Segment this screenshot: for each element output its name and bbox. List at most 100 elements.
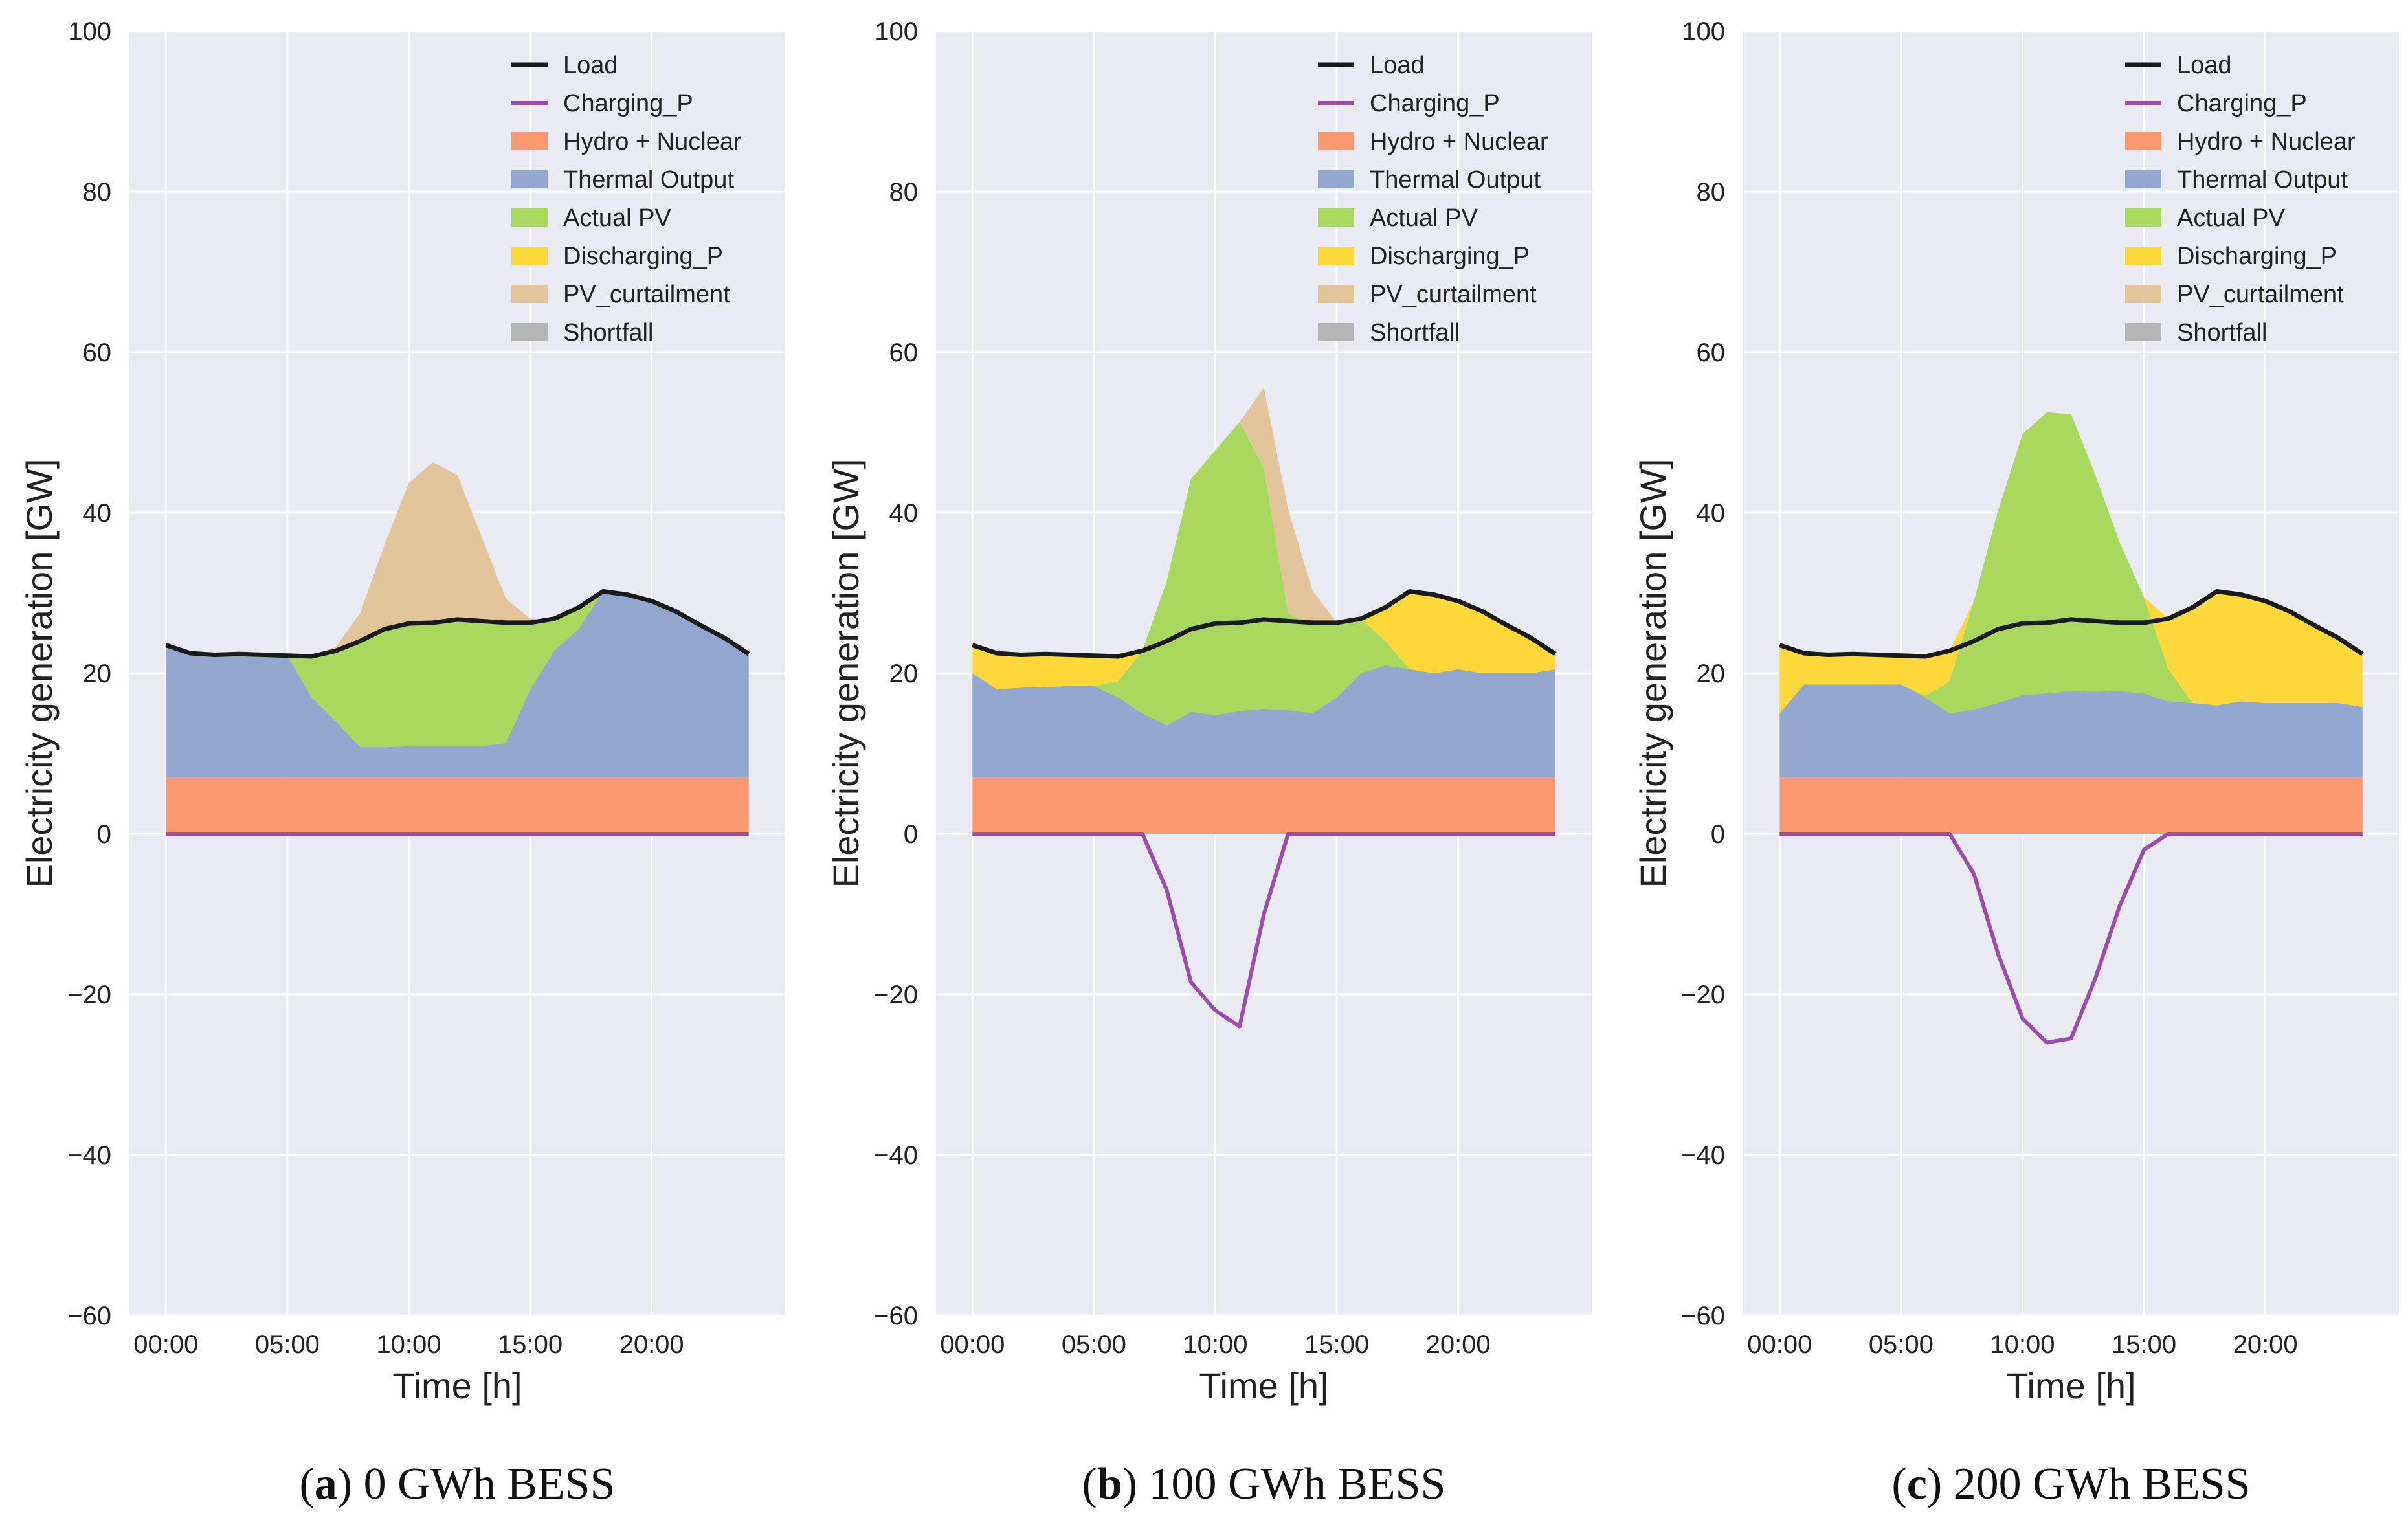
area-hydro-nuclear — [972, 777, 1555, 834]
legend-swatch — [2125, 208, 2161, 227]
legend-item-charging-p: Charging_P — [1318, 90, 1500, 117]
line-load — [972, 589, 1557, 659]
y-tick-label: −40 — [1681, 1141, 1725, 1170]
panel-caption: (b) 100 GWh BESS — [1082, 1459, 1446, 1509]
x-tick-label: 15:00 — [1304, 1330, 1369, 1359]
legend: Load Charging_P Hydro + Nuclear Thermal Out… — [2125, 52, 2356, 346]
x-axis-label: Time [h] — [392, 1365, 522, 1406]
y-tick-label: 60 — [83, 339, 112, 367]
legend-swatch — [511, 170, 548, 188]
legend-swatch — [1318, 208, 1354, 227]
legend-item-thermal-output: Thermal Output — [511, 166, 734, 194]
legend-item-hydro-nuclear: Hydro + Nuclear — [2125, 128, 2356, 155]
x-tick-label: 05:00 — [1869, 1330, 1934, 1359]
legend-swatch — [1318, 170, 1354, 188]
x-tick-label: 10:00 — [1183, 1330, 1247, 1359]
panel-a: −60 −40 −20 0 20 40 60 80 100 00:00 05:00 10:00 15:0… — [19, 17, 785, 1509]
legend-item-hydro-nuclear: Hydro + Nuclear — [1318, 128, 1548, 155]
legend-label: Actual PV — [1370, 205, 1478, 232]
legend-label: Shortfall — [563, 319, 653, 346]
legend-label: Discharging_P — [1370, 243, 1530, 270]
x-axis-label: Time [h] — [2006, 1365, 2135, 1406]
y-tick-label: 0 — [97, 820, 111, 849]
area-actual-pv — [166, 591, 749, 748]
y-tick-label: 100 — [1682, 17, 1725, 46]
y-tick-label: 40 — [1697, 499, 1726, 528]
legend-label: Hydro + Nuclear — [563, 128, 742, 155]
legend-label: Load — [563, 52, 618, 79]
legend-label: Thermal Output — [1370, 166, 1541, 194]
x-tick-label: 20:00 — [2233, 1330, 2298, 1359]
legend-item-pv-curtailment: PV_curtailment — [1318, 281, 1537, 308]
line-load — [1779, 589, 2364, 659]
legend-item-load: Load — [511, 52, 618, 79]
legend-swatch — [1318, 247, 1354, 265]
y-tick-label: −60 — [67, 1302, 111, 1330]
y-axis-label: Electricity generation [GW] — [1633, 459, 1673, 888]
area-pv-curtailment — [972, 387, 1555, 656]
legend-label: Shortfall — [2177, 319, 2267, 346]
y-tick-label: 0 — [904, 820, 918, 849]
area-thermal-output — [1779, 684, 2363, 778]
legend-item-shortfall: Shortfall — [1318, 319, 1460, 346]
legend-item-load: Load — [2125, 52, 2232, 79]
y-tick-label: 20 — [889, 660, 919, 688]
y-tick-label: 40 — [889, 499, 919, 528]
legend-label: Charging_P — [563, 90, 693, 117]
x-tick-label: 00:00 — [133, 1330, 198, 1359]
x-tick-label: 15:00 — [498, 1330, 563, 1359]
x-tick-label: 05:00 — [1062, 1330, 1126, 1359]
legend-item-hydro-nuclear: Hydro + Nuclear — [511, 128, 742, 155]
legend-label: Thermal Output — [563, 166, 734, 194]
legend-swatch — [2125, 170, 2161, 188]
legend-label: Charging_P — [2177, 90, 2307, 117]
x-axis-label: Time [h] — [1199, 1365, 1328, 1406]
area-discharging-p — [972, 421, 1555, 689]
x-tick-label: 20:00 — [619, 1330, 684, 1359]
x-tick-label: 10:00 — [1990, 1330, 2055, 1359]
legend-label: Actual PV — [2177, 205, 2286, 232]
y-tick-label: −20 — [1681, 981, 1725, 1009]
legend-label: Discharging_P — [563, 243, 723, 270]
x-tick-label: 20:00 — [1426, 1330, 1491, 1359]
y-tick-label: −40 — [67, 1141, 111, 1170]
y-tick-label: 40 — [83, 499, 112, 528]
x-tick-label: 15:00 — [2112, 1330, 2176, 1359]
legend-item-pv-curtailment: PV_curtailment — [2125, 281, 2344, 308]
line-charging-p — [1779, 832, 2363, 1045]
y-tick-label: 80 — [889, 178, 919, 207]
legend-swatch — [511, 323, 548, 341]
panel-b: −60 −40 −20 0 20 40 60 80 100 00:00 05:00 10:00 15:0… — [825, 17, 1592, 1509]
legend-swatch — [511, 208, 548, 227]
area-actual-pv — [1779, 412, 2363, 713]
legend-swatch — [1318, 132, 1354, 150]
y-tick-label: 80 — [83, 178, 112, 207]
legend-swatch — [2125, 247, 2161, 265]
legend-item-discharging-p: Discharging_P — [2125, 243, 2337, 270]
legend-item-shortfall: Shortfall — [511, 319, 653, 346]
legend-swatch — [511, 132, 548, 150]
y-tick-label: 100 — [875, 17, 918, 46]
legend-swatch — [2125, 285, 2161, 303]
legend-swatch — [511, 247, 548, 265]
legend-swatch — [511, 285, 548, 303]
y-tick-label: 60 — [889, 339, 919, 367]
legend-item-discharging-p: Discharging_P — [1318, 243, 1530, 270]
line-load — [165, 589, 750, 659]
legend-item-thermal-output: Thermal Output — [1318, 166, 1541, 194]
area-thermal-output — [166, 591, 749, 778]
y-tick-label: −20 — [67, 981, 111, 1009]
legend-item-actual-pv: Actual PV — [511, 205, 672, 232]
legend-label: Charging_P — [1370, 90, 1500, 117]
legend-label: Shortfall — [1370, 319, 1460, 346]
y-axis-label: Electricity generation [GW] — [825, 459, 866, 888]
area-discharging-p — [1779, 412, 2363, 713]
y-tick-label: 100 — [68, 17, 111, 46]
legend-label: Load — [1370, 52, 1425, 79]
y-tick-label: 60 — [1697, 339, 1726, 367]
area-hydro-nuclear — [166, 777, 749, 834]
legend-label: Hydro + Nuclear — [2177, 128, 2356, 155]
y-axis-label: Electricity generation [GW] — [19, 459, 60, 888]
legend-item-pv-curtailment: PV_curtailment — [511, 281, 730, 308]
x-tick-label: 00:00 — [940, 1330, 1005, 1359]
